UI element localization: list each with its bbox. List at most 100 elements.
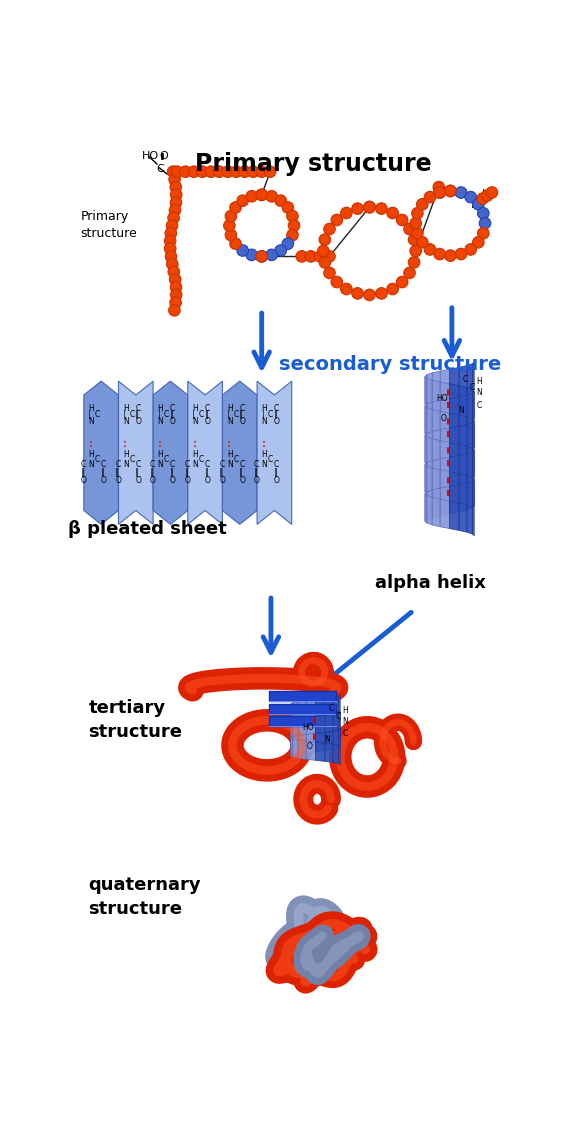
Circle shape — [275, 244, 287, 256]
Text: ‖: ‖ — [81, 468, 85, 477]
Text: H: H — [227, 450, 233, 459]
Text: N: N — [471, 200, 479, 210]
Polygon shape — [333, 710, 338, 730]
Circle shape — [445, 185, 456, 196]
Text: C: C — [342, 730, 347, 738]
Text: C: C — [239, 460, 245, 469]
Polygon shape — [325, 731, 333, 750]
Circle shape — [266, 191, 277, 202]
Text: O: O — [274, 476, 280, 485]
Circle shape — [486, 186, 498, 199]
Polygon shape — [467, 423, 472, 452]
Circle shape — [225, 210, 237, 222]
Polygon shape — [472, 362, 474, 392]
Text: H: H — [192, 404, 198, 413]
Text: C: C — [115, 460, 121, 469]
Polygon shape — [425, 405, 427, 435]
Text: HO: HO — [142, 151, 160, 161]
Polygon shape — [84, 381, 119, 524]
Text: C: C — [135, 460, 140, 469]
Circle shape — [239, 166, 250, 177]
Circle shape — [266, 249, 277, 260]
Polygon shape — [432, 410, 440, 439]
Circle shape — [479, 217, 491, 230]
Polygon shape — [427, 496, 432, 525]
Circle shape — [168, 305, 180, 316]
Text: C: C — [95, 455, 100, 464]
Circle shape — [230, 238, 241, 249]
Polygon shape — [459, 444, 467, 474]
Polygon shape — [459, 502, 467, 532]
Text: H: H — [192, 450, 198, 459]
Text: N: N — [192, 417, 198, 426]
Polygon shape — [425, 493, 427, 523]
Text: ‖: ‖ — [239, 468, 243, 477]
Circle shape — [305, 250, 316, 263]
Polygon shape — [338, 730, 340, 749]
Polygon shape — [467, 475, 472, 505]
Circle shape — [205, 166, 216, 177]
Text: ‖: ‖ — [115, 468, 119, 477]
Text: C: C — [274, 404, 279, 413]
Circle shape — [165, 250, 177, 263]
Circle shape — [481, 190, 493, 201]
Circle shape — [169, 204, 181, 216]
Text: ‖: ‖ — [135, 410, 139, 419]
Circle shape — [412, 227, 423, 239]
Text: N: N — [261, 460, 267, 469]
Circle shape — [230, 166, 242, 177]
Text: ‖: ‖ — [239, 410, 243, 419]
Text: N: N — [227, 460, 233, 469]
Polygon shape — [338, 711, 340, 731]
Text: HO: HO — [436, 394, 448, 403]
Text: C: C — [239, 404, 245, 413]
Polygon shape — [467, 447, 472, 475]
Circle shape — [315, 250, 326, 263]
Polygon shape — [432, 488, 440, 517]
Polygon shape — [333, 714, 338, 733]
Circle shape — [319, 234, 331, 246]
Polygon shape — [440, 499, 450, 529]
Text: |: | — [227, 410, 230, 419]
Text: O: O — [159, 151, 168, 161]
Circle shape — [424, 243, 436, 255]
Text: C: C — [129, 410, 135, 419]
Circle shape — [170, 289, 182, 300]
Polygon shape — [306, 700, 315, 719]
Circle shape — [412, 208, 423, 219]
Circle shape — [296, 250, 308, 263]
Text: N: N — [158, 417, 163, 426]
Circle shape — [256, 250, 267, 263]
Circle shape — [168, 266, 180, 278]
Text: secondary structure: secondary structure — [278, 355, 501, 373]
Text: C: C — [150, 460, 155, 469]
Circle shape — [340, 283, 352, 295]
Text: O: O — [205, 476, 211, 485]
Text: O: O — [239, 476, 245, 485]
Text: C: C — [274, 460, 279, 469]
Polygon shape — [440, 428, 450, 457]
Polygon shape — [338, 729, 340, 748]
Polygon shape — [425, 404, 427, 434]
Text: N: N — [324, 734, 330, 743]
Circle shape — [404, 267, 415, 279]
Polygon shape — [459, 424, 467, 453]
Text: alpha helix: alpha helix — [375, 573, 486, 592]
Polygon shape — [298, 700, 306, 721]
Circle shape — [473, 199, 484, 210]
Circle shape — [170, 182, 181, 193]
Polygon shape — [306, 741, 315, 761]
Text: O: O — [205, 417, 211, 426]
Text: ‖: ‖ — [135, 468, 139, 477]
Circle shape — [288, 219, 300, 232]
Polygon shape — [459, 365, 467, 395]
Polygon shape — [450, 396, 459, 426]
Text: C: C — [233, 455, 239, 464]
Circle shape — [324, 267, 335, 279]
Circle shape — [214, 166, 225, 177]
Circle shape — [222, 166, 233, 177]
Circle shape — [364, 201, 375, 212]
Polygon shape — [270, 703, 336, 714]
Circle shape — [256, 250, 267, 263]
Circle shape — [465, 243, 477, 255]
